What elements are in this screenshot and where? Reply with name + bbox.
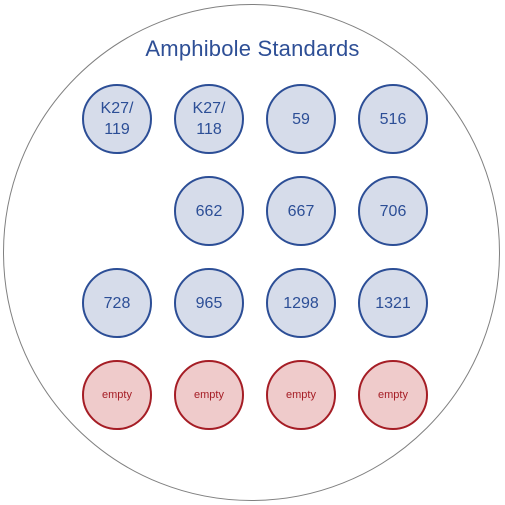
sample-well-667: 667 xyxy=(266,176,336,246)
sample-well-1321: 1321 xyxy=(358,268,428,338)
sample-mount-outline xyxy=(3,4,500,501)
empty-well: empty xyxy=(82,360,152,430)
sample-well-1298: 1298 xyxy=(266,268,336,338)
sample-well-728: 728 xyxy=(82,268,152,338)
diagram-title: Amphibole Standards xyxy=(145,36,360,61)
sample-well-706: 706 xyxy=(358,176,428,246)
sample-well-662: 662 xyxy=(174,176,244,246)
sample-well-59: 59 xyxy=(266,84,336,154)
empty-well: empty xyxy=(358,360,428,430)
empty-well: empty xyxy=(266,360,336,430)
sample-well-k27-119: K27/ 119 xyxy=(82,84,152,154)
empty-well: empty xyxy=(174,360,244,430)
sample-well-965: 965 xyxy=(174,268,244,338)
sample-well-k27-118: K27/ 118 xyxy=(174,84,244,154)
sample-well-516: 516 xyxy=(358,84,428,154)
